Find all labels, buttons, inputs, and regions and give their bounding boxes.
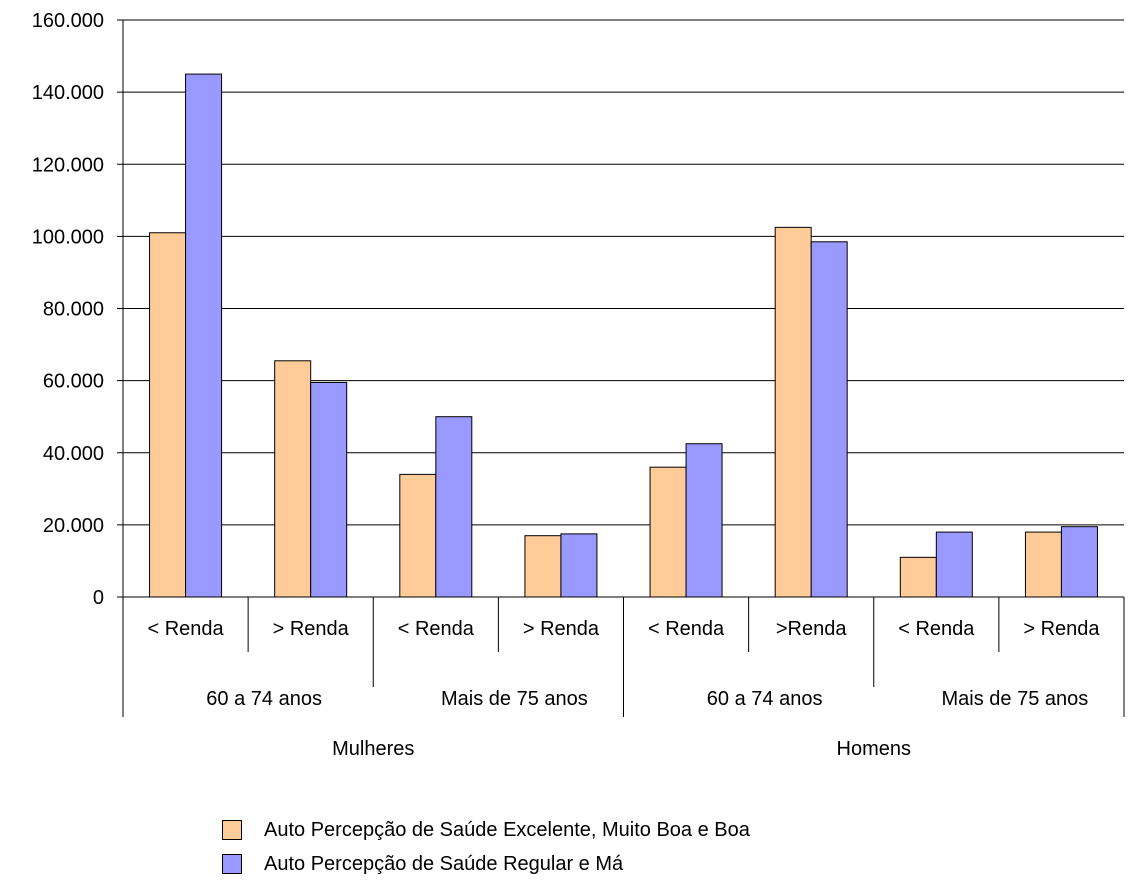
bar-excelente: [1024, 531, 1062, 598]
y-tick-label: 20.000: [43, 515, 104, 537]
category-label-income: < Renda: [147, 618, 224, 640]
y-tick-label: 80.000: [43, 299, 104, 321]
bar-regular: [310, 381, 348, 598]
category-label-income: < Renda: [398, 618, 475, 640]
y-tick-label: 120.000: [32, 154, 104, 176]
category-label-income: >Renda: [776, 618, 847, 640]
axes: [117, 19, 1125, 717]
category-label-sex: Homens: [837, 738, 911, 760]
y-tick-label: 160.000: [32, 10, 104, 32]
bar-excelente: [899, 556, 937, 598]
category-label-income: < Renda: [648, 618, 725, 640]
gridlines: [123, 19, 1124, 526]
y-tick-labels: 0 20.000 40.000 60.000 80.000 100.000 120.000 1…: [32, 10, 104, 609]
bar-regular: [935, 531, 973, 598]
category-label-income: > Renda: [1023, 618, 1100, 640]
category-labels: < Renda > Renda < Renda > Renda < Renda >Rend…: [147, 618, 1100, 760]
bar-excelente: [774, 226, 812, 598]
y-tick-label: 140.000: [32, 82, 104, 104]
bar-regular: [185, 73, 223, 598]
bar-excelente: [399, 473, 437, 598]
y-tick-label: 60.000: [43, 371, 104, 393]
legend-swatch-excelente: [222, 820, 242, 840]
y-tick-label: 0: [93, 587, 104, 609]
bar-chart: 0 20.000 40.000 60.000 80.000 100.000 120.000 1…: [32, 10, 1125, 760]
bar-regular: [685, 443, 723, 598]
y-tick-label: 40.000: [43, 443, 104, 465]
category-label-age: Mais de 75 anos: [941, 688, 1088, 710]
category-label-age: 60 a 74 anos: [206, 688, 322, 710]
bar-regular: [560, 533, 598, 598]
bar-regular: [435, 416, 473, 598]
bar-regular: [810, 241, 848, 598]
category-label-income: > Renda: [523, 618, 600, 640]
bars: [149, 73, 1098, 598]
category-label-age: 60 a 74 anos: [707, 688, 823, 710]
bar-excelente: [274, 360, 312, 598]
bar-regular: [1060, 526, 1098, 598]
y-tick-label: 100.000: [32, 226, 104, 248]
legend-label-regular: Auto Percepção de Saúde Regular e Má: [264, 853, 624, 875]
category-label-income: < Renda: [898, 618, 975, 640]
bar-excelente: [649, 466, 687, 598]
bar-excelente: [149, 232, 187, 598]
legend-label-excelente: Auto Percepção de Saúde Excelente, Muito…: [264, 819, 750, 841]
category-label-income: > Renda: [273, 618, 350, 640]
bar-excelente: [524, 535, 562, 598]
category-label-age: Mais de 75 anos: [441, 688, 588, 710]
category-label-sex: Mulheres: [332, 738, 414, 760]
legend-swatch-regular: [222, 854, 242, 874]
